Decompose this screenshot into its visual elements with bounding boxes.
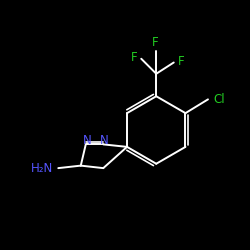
Text: H₂N: H₂N <box>31 162 53 175</box>
Text: N: N <box>83 134 92 147</box>
Text: N: N <box>100 134 109 147</box>
Text: F: F <box>178 55 184 68</box>
Text: Cl: Cl <box>213 93 224 106</box>
Text: F: F <box>131 51 138 64</box>
Text: F: F <box>152 36 158 49</box>
